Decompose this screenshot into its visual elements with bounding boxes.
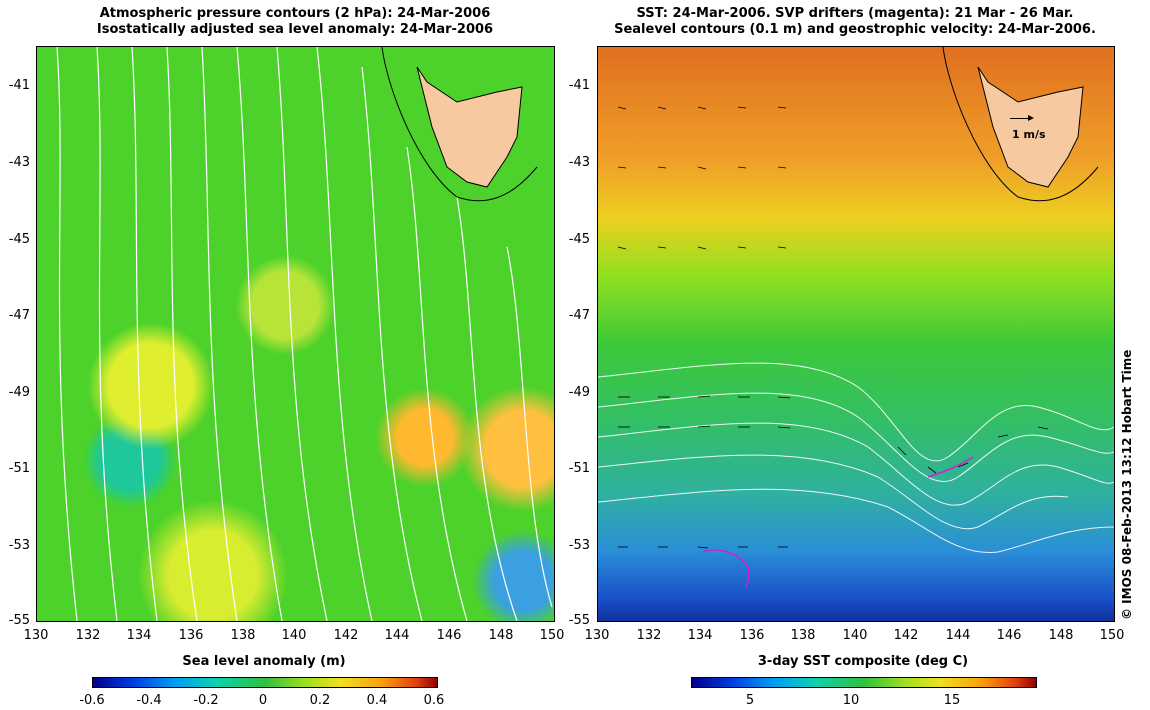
x-tick-left: 146 <box>436 628 462 643</box>
y-tick-right: -41 <box>568 78 590 93</box>
y-tick-right: -47 <box>568 308 590 323</box>
x-tick-right: 136 <box>739 628 765 643</box>
y-tick-left: -45 <box>8 232 30 247</box>
y-tick-left: -53 <box>8 538 30 553</box>
x-tick-left: 144 <box>384 628 410 643</box>
right-title-line1: SST: 24-Mar-2006. SVP drifters (magenta)… <box>636 6 1074 21</box>
y-tick-right: -53 <box>568 538 590 553</box>
x-tick-right: 130 <box>584 628 610 643</box>
x-tick-right: 140 <box>842 628 868 643</box>
x-tick-right: 148 <box>1048 628 1074 643</box>
y-tick-left: -51 <box>8 461 30 476</box>
left-colorbar-label: Sea level anomaly (m) <box>182 654 346 669</box>
tasmania-land <box>977 66 1084 188</box>
y-tick-left: -47 <box>8 308 30 323</box>
left-title-line1: Atmospheric pressure contours (2 hPa): 2… <box>99 6 491 21</box>
x-tick-left: 142 <box>333 628 359 643</box>
right-colorbar-tick: 5 <box>745 693 755 708</box>
left-colorbar-tick: 0 <box>258 693 268 708</box>
right-title-line2: Sealevel contours (0.1 m) and geostrophi… <box>614 22 1096 37</box>
drifter-track <box>927 456 974 478</box>
x-tick-right: 132 <box>636 628 662 643</box>
y-tick-right: -51 <box>568 461 590 476</box>
left-colorbar-tick: 0.6 <box>423 693 445 708</box>
x-tick-left: 138 <box>230 628 256 643</box>
left-colorbar-tick: 0.4 <box>366 693 388 708</box>
sst-map <box>597 46 1115 622</box>
x-tick-left: 136 <box>178 628 204 643</box>
sst-colorbar <box>691 677 1037 688</box>
x-tick-right: 134 <box>687 628 713 643</box>
y-tick-right: -49 <box>568 385 590 400</box>
x-tick-left: 134 <box>126 628 152 643</box>
left-colorbar-tick: -0.2 <box>193 693 219 708</box>
right-colorbar-label: 3-day SST composite (deg C) <box>757 654 969 669</box>
left-colorbar-tick: -0.6 <box>79 693 105 708</box>
y-tick-right: -43 <box>568 155 590 170</box>
velocity-scale-arrow <box>1010 115 1034 121</box>
right-colorbar-tick: 10 <box>842 693 860 708</box>
left-map-title: Atmospheric pressure contours (2 hPa): 2… <box>36 6 554 38</box>
x-tick-right: 144 <box>945 628 971 643</box>
pressure-contours-overlay <box>56 47 553 621</box>
y-tick-left: -55 <box>8 613 30 628</box>
y-tick-right: -55 <box>568 613 590 628</box>
left-colorbar-tick: -0.4 <box>136 693 162 708</box>
x-tick-right: 146 <box>996 628 1022 643</box>
y-tick-left: -49 <box>8 385 30 400</box>
y-tick-left: -43 <box>8 155 30 170</box>
y-tick-right: -45 <box>568 232 590 247</box>
sea-level-colorbar <box>92 677 438 688</box>
x-tick-right: 150 <box>1099 628 1125 643</box>
x-tick-left: 140 <box>281 628 307 643</box>
drifter-track <box>702 549 750 588</box>
y-tick-left: -41 <box>8 78 30 93</box>
copyright-notice: © IMOS 08-Feb-2013 13:12 Hobart Time <box>1120 349 1134 620</box>
x-tick-left: 130 <box>23 628 49 643</box>
sea-level-anomaly-map <box>36 46 555 622</box>
x-tick-left: 132 <box>75 628 101 643</box>
left-title-line2: Isostatically adjusted sea level anomaly… <box>96 22 494 37</box>
x-tick-right: 142 <box>893 628 919 643</box>
x-tick-left: 150 <box>539 628 565 643</box>
right-map-title: SST: 24-Mar-2006. SVP drifters (magenta)… <box>597 6 1113 38</box>
sealevel-velocity-overlay <box>598 47 1114 588</box>
x-tick-right: 138 <box>790 628 816 643</box>
x-tick-left: 148 <box>488 628 514 643</box>
left-colorbar-tick: 0.2 <box>309 693 331 708</box>
right-colorbar-tick: 15 <box>943 693 961 708</box>
tasmania-land <box>416 66 523 188</box>
velocity-scale-label: 1 m/s <box>1012 128 1046 141</box>
